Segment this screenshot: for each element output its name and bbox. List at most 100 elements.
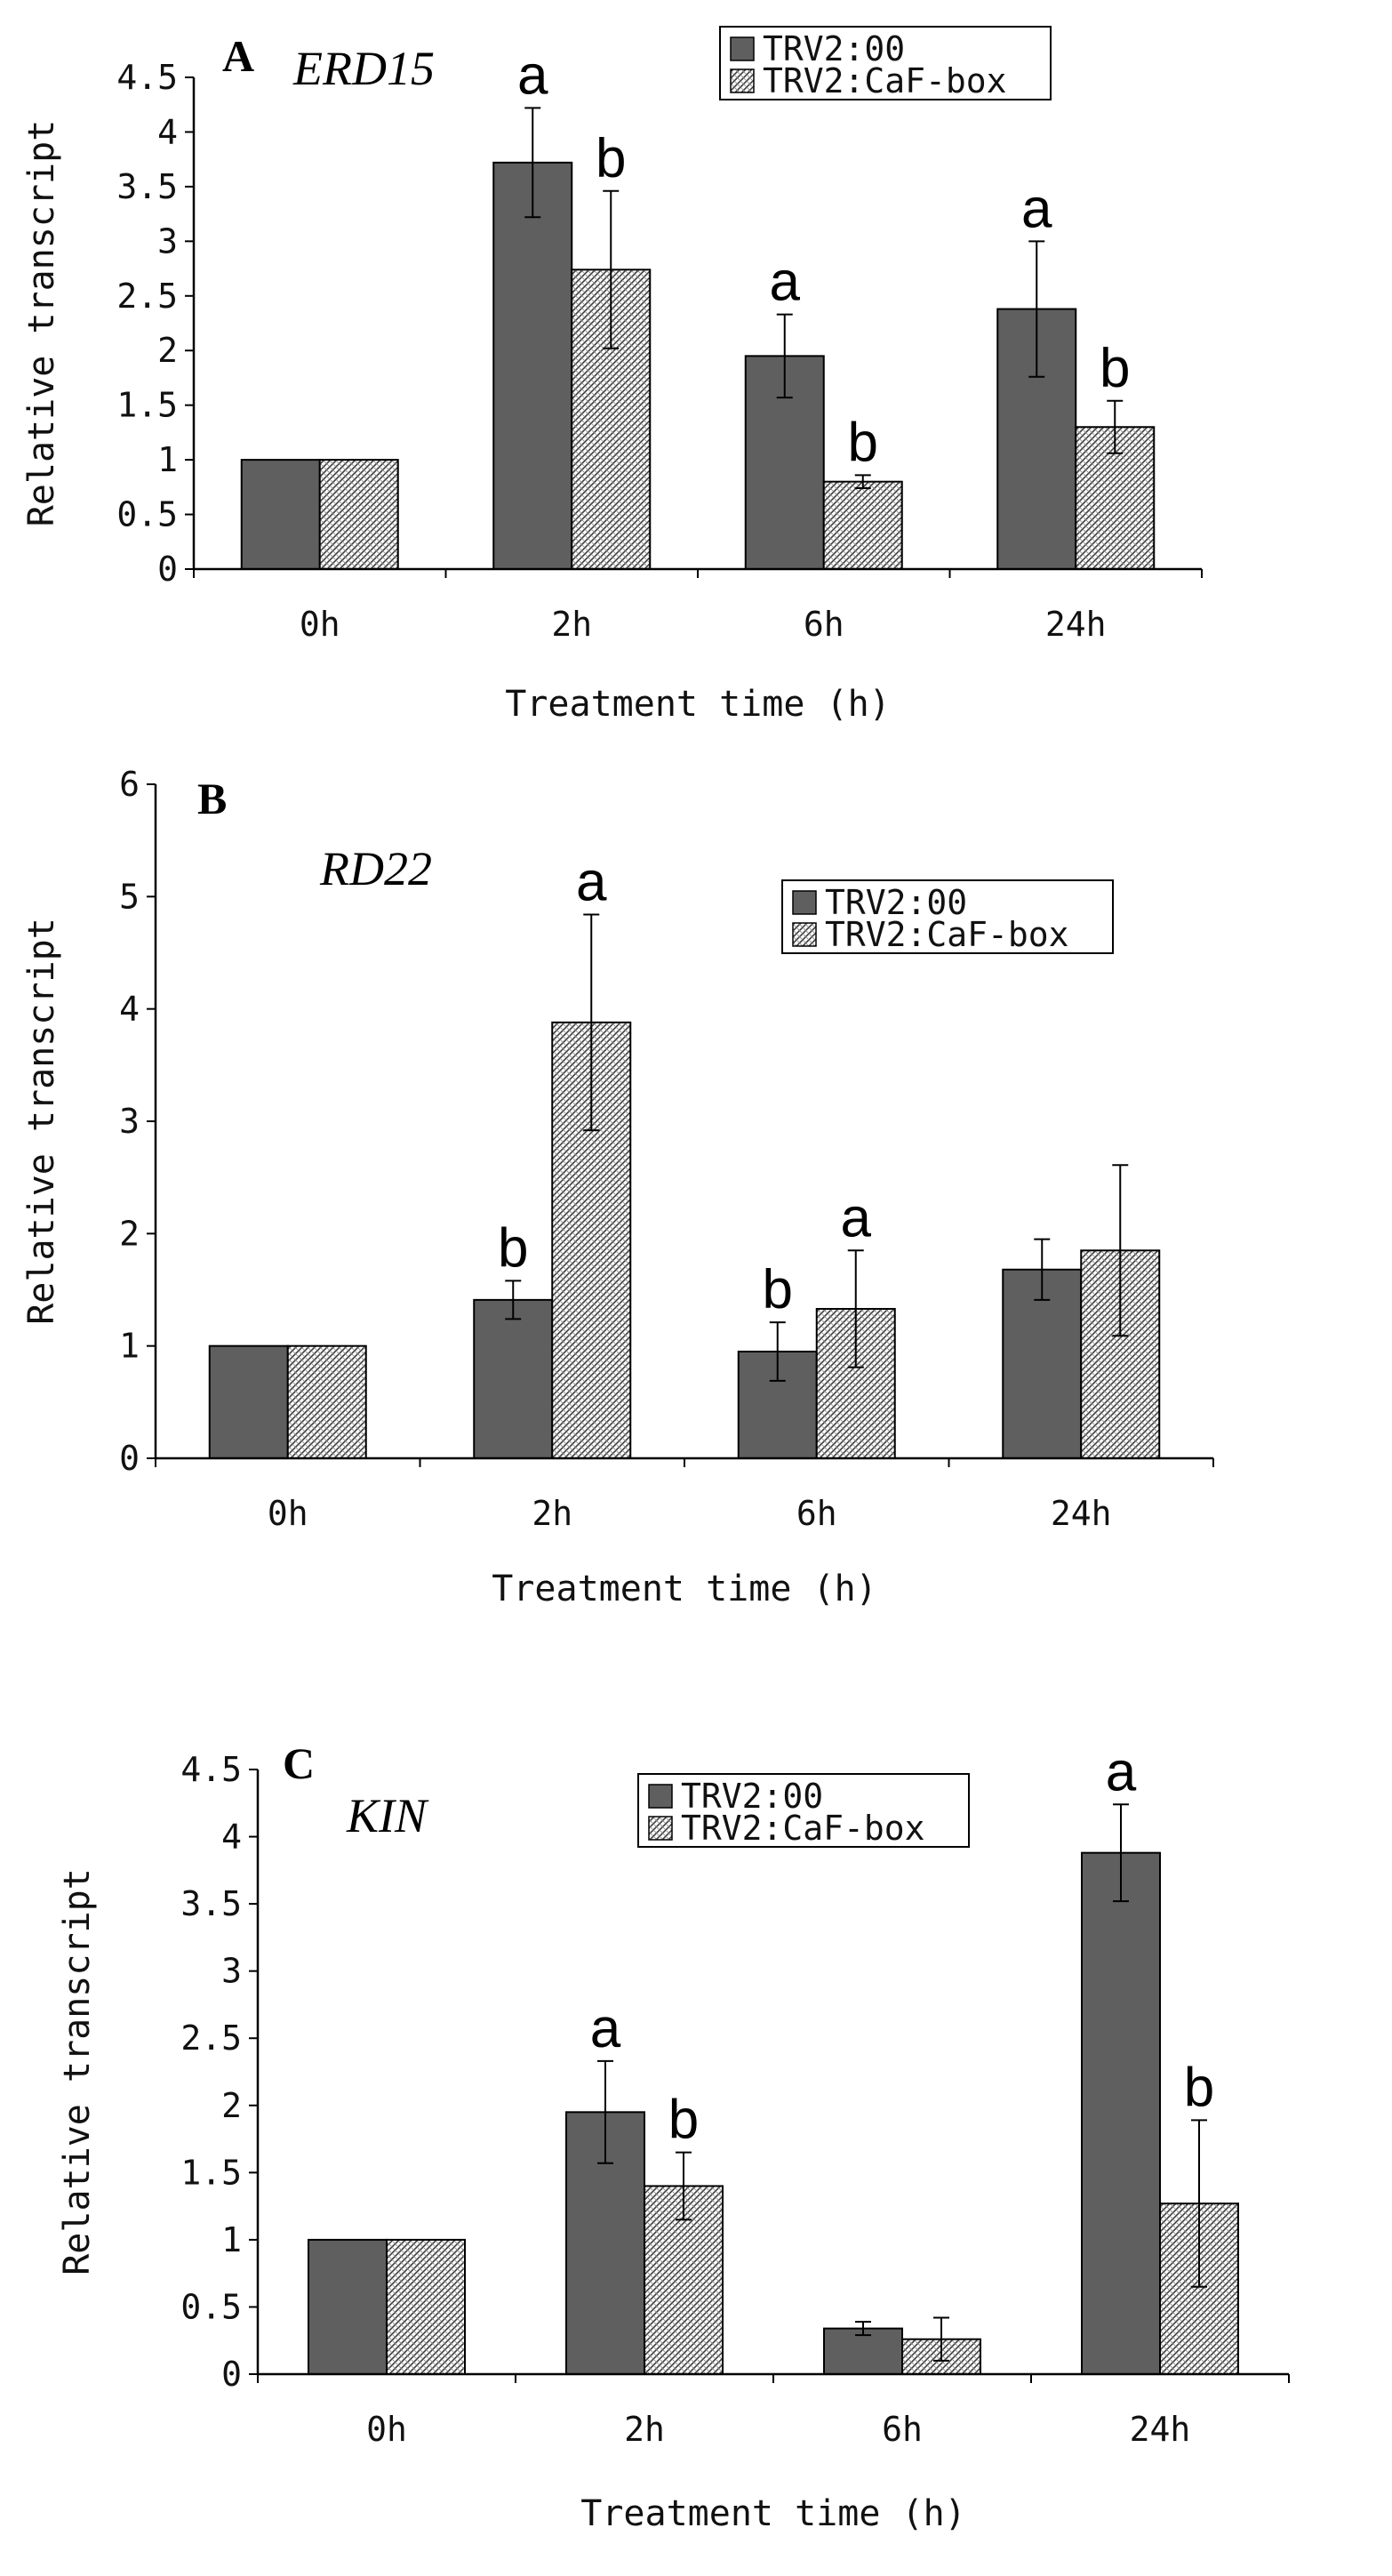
legend-swatch	[730, 68, 755, 93]
significance-letter: a	[1021, 178, 1052, 239]
bar-24h-series-1	[1081, 1851, 1161, 2376]
significance-letter: a	[576, 852, 607, 913]
y-tick-label: 0	[157, 550, 178, 589]
y-tick-label: 2	[119, 1214, 140, 1253]
bar-0h-series-1	[208, 1344, 289, 1459]
significance-letter: a	[1106, 1741, 1137, 1802]
x-tick-label: 6h	[882, 2410, 923, 2449]
x-tick-label: 24h	[1051, 1494, 1112, 1533]
x-tick-label: 6h	[804, 605, 844, 644]
gene-name: RD22	[319, 842, 432, 895]
error-bar	[597, 2059, 613, 2164]
error-bar	[603, 189, 620, 349]
legend-box	[719, 26, 1052, 100]
y-axis-title: Relative transcript	[21, 120, 62, 527]
y-tick-label: 4	[119, 990, 140, 1029]
legend-swatch	[792, 890, 817, 915]
error-bar	[776, 313, 793, 399]
x-tick-label: 24h	[1130, 2410, 1191, 2449]
y-tick-label: 4	[221, 1818, 242, 1857]
y-tick-label: 4	[157, 112, 178, 151]
y-tick-label: 1.5	[116, 386, 178, 425]
panel-letter: C	[283, 1738, 315, 1788]
panel-letter: B	[197, 774, 227, 823]
y-tick-label: 5	[119, 877, 140, 916]
significance-letter: b	[763, 1259, 793, 1320]
legend-label: TRV2:00	[681, 1777, 823, 1816]
y-tick-label: 3	[157, 221, 178, 261]
error-bar	[847, 1249, 864, 1368]
legend-label: TRV2:00	[763, 29, 905, 68]
error-bar	[583, 913, 600, 1132]
legend-label: TRV2:CaF-box	[825, 915, 1069, 954]
y-axis-title: Relative transcript	[57, 1868, 98, 2275]
x-tick-label: 2h	[551, 605, 592, 644]
error-bar	[1113, 1803, 1129, 1903]
x-axis-title: Treatment time (h)	[580, 2493, 965, 2534]
significance-letter: b	[848, 412, 878, 473]
error-bar	[1034, 1238, 1051, 1301]
x-tick-label: 0h	[268, 1494, 308, 1533]
bar-24h-series-1	[1002, 1268, 1083, 1460]
error-bar	[855, 2321, 871, 2337]
bar-0h-series-2	[386, 2238, 466, 2376]
legend-swatch	[648, 1784, 673, 1809]
error-bar	[1112, 1164, 1129, 1337]
significance-letter: a	[590, 1998, 621, 2059]
error-bar	[676, 2151, 692, 2221]
bar-0h-series-1	[240, 459, 321, 570]
error-bar	[854, 474, 871, 490]
x-tick-label: 24h	[1045, 605, 1107, 644]
error-bar	[1028, 240, 1045, 378]
legend-label: TRV2:CaF-box	[763, 61, 1007, 100]
error-bar	[1107, 399, 1124, 454]
significance-letter: b	[1100, 338, 1130, 399]
y-tick-label: 3.5	[116, 167, 178, 206]
y-tick-label: 3	[119, 1102, 140, 1141]
error-bar	[1191, 2119, 1207, 2288]
y-tick-label: 0	[119, 1439, 140, 1478]
error-bar	[769, 1321, 786, 1382]
y-axis-title: Relative transcript	[21, 918, 62, 1325]
y-tick-label: 2.5	[116, 277, 178, 316]
y-tick-label: 4.5	[180, 1750, 242, 1789]
x-tick-label: 0h	[300, 605, 340, 644]
significance-letter: a	[517, 44, 548, 106]
x-axis-title: Treatment time (h)	[492, 1569, 876, 1609]
x-tick-label: 2h	[532, 1494, 572, 1533]
y-tick-label: 3	[221, 1952, 242, 1991]
y-tick-label: 1	[221, 2220, 242, 2259]
y-tick-label: 1	[157, 440, 178, 479]
y-tick-label: 2	[221, 2086, 242, 2125]
x-tick-label: 6h	[796, 1494, 837, 1533]
significance-letter: b	[498, 1217, 528, 1279]
y-tick-label: 3.5	[180, 1884, 242, 1923]
bar-2h-series-1	[473, 1298, 554, 1459]
y-tick-label: 1	[119, 1327, 140, 1366]
legend-box	[637, 1773, 970, 1848]
bar-2h-series-1	[492, 161, 573, 570]
gene-name: KIN	[346, 1789, 429, 1842]
y-tick-label: 0.5	[180, 2287, 242, 2326]
legend-box	[781, 879, 1114, 954]
y-tick-label: 0	[221, 2355, 242, 2394]
legend-swatch	[792, 922, 817, 947]
error-bar	[933, 2316, 949, 2362]
bar-0h-series-2	[318, 459, 399, 570]
significance-letter: a	[841, 1187, 872, 1248]
legend-label: TRV2:CaF-box	[681, 1809, 925, 1848]
legend-swatch	[730, 36, 755, 61]
legend-label: TRV2:00	[825, 883, 967, 922]
panel-letter: A	[222, 31, 254, 81]
error-bar	[505, 1280, 522, 1320]
y-tick-label: 2.5	[180, 2018, 242, 2058]
x-tick-label: 0h	[366, 2410, 407, 2449]
x-axis-title: Treatment time (h)	[505, 684, 890, 725]
